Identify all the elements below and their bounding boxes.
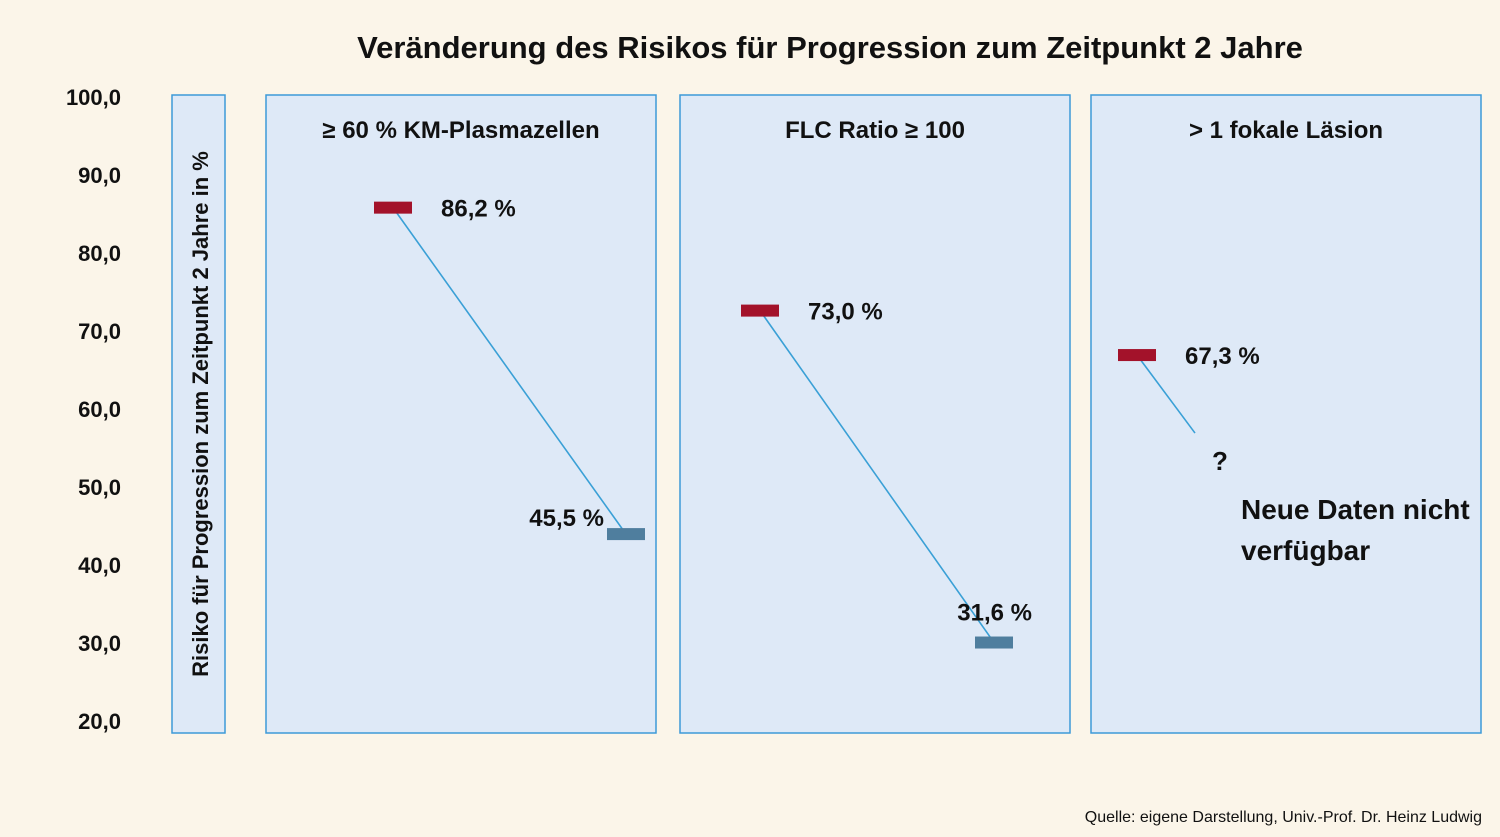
y-tick-label: 80,0 bbox=[78, 241, 121, 266]
start-value-label: 67,3 % bbox=[1185, 343, 1260, 370]
y-tick-label: 50,0 bbox=[78, 475, 121, 500]
panel-title: ≥ 60 % KM-Plasmazellen bbox=[322, 117, 599, 144]
connector-line bbox=[392, 207, 627, 535]
note-text: Neue Daten nicht bbox=[1241, 494, 1470, 525]
panel-title: FLC Ratio ≥ 100 bbox=[785, 117, 965, 144]
panel-3 bbox=[1090, 94, 1482, 734]
panel-title: > 1 fokale Läsion bbox=[1189, 117, 1383, 144]
start-value-label: 86,2 % bbox=[441, 196, 516, 223]
y-tick-label: 20,0 bbox=[78, 709, 121, 734]
connector-line bbox=[759, 310, 995, 643]
start-value-label: 73,0 % bbox=[808, 299, 883, 326]
y-tick-label: 60,0 bbox=[78, 397, 121, 422]
panel-2 bbox=[679, 94, 1071, 734]
end-marker bbox=[975, 636, 1013, 649]
end-value-label: 45,5 % bbox=[529, 505, 604, 532]
y-axis-label-box bbox=[171, 94, 226, 734]
connector-line bbox=[1136, 354, 1196, 434]
source-note: Quelle: eigene Darstellung, Univ.-Prof. … bbox=[1085, 809, 1482, 826]
unknown-marker: ? bbox=[1212, 446, 1228, 476]
y-tick-label: 90,0 bbox=[78, 163, 121, 188]
chart-title: Veränderung des Risikos für Progression … bbox=[357, 30, 1303, 65]
y-axis-label: Risiko für Progression zum Zeitpunkt 2 J… bbox=[188, 151, 213, 677]
y-tick-label: 40,0 bbox=[78, 553, 121, 578]
panel-1 bbox=[265, 94, 657, 734]
start-marker bbox=[741, 304, 779, 317]
y-tick-label: 70,0 bbox=[78, 319, 121, 344]
y-tick-label: 30,0 bbox=[78, 631, 121, 656]
start-marker bbox=[374, 201, 412, 214]
end-marker bbox=[607, 528, 645, 541]
end-value-label: 31,6 % bbox=[957, 600, 1032, 627]
y-tick-label: 100,0 bbox=[66, 85, 121, 110]
note-text: verfügbar bbox=[1241, 535, 1370, 566]
start-marker bbox=[1118, 349, 1156, 362]
